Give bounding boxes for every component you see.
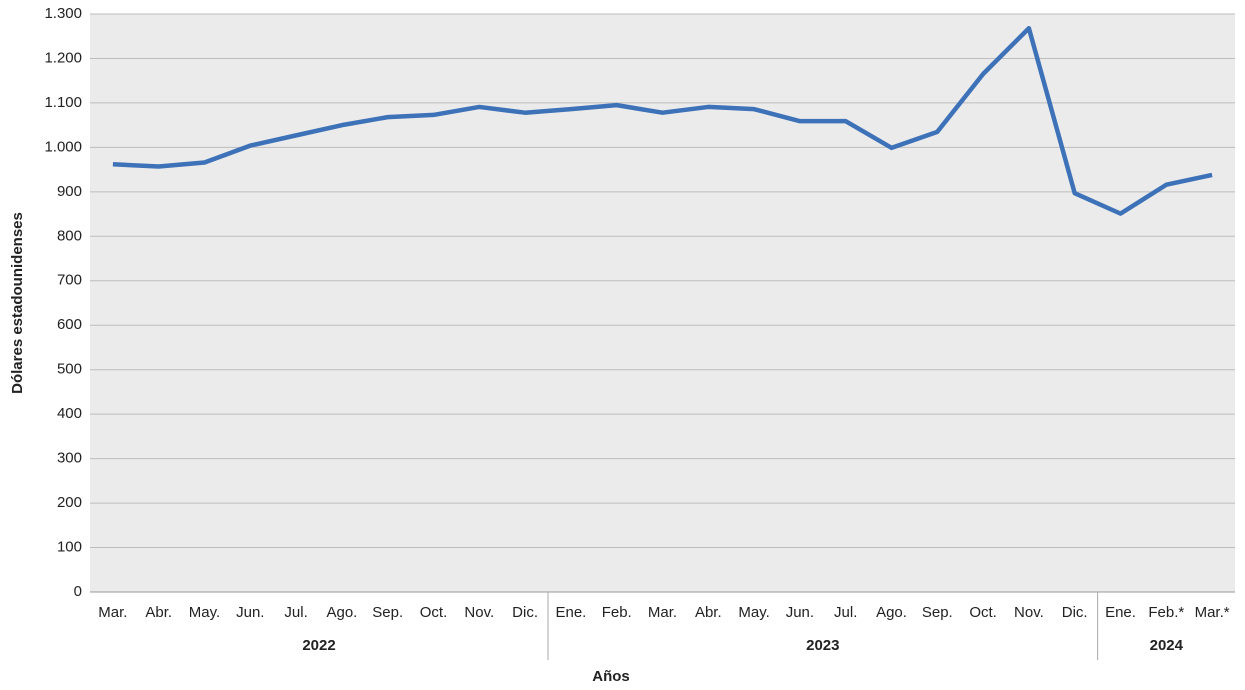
x-tick-label: Abr. xyxy=(145,604,172,621)
x-tick-label: Mar. xyxy=(648,604,677,621)
x-tick-label: May. xyxy=(189,604,220,621)
group-label: 2023 xyxy=(806,637,839,654)
x-tick-label: Sep. xyxy=(372,604,403,621)
x-tick-label: Mar.* xyxy=(1195,604,1230,621)
y-tick-label: 500 xyxy=(57,361,82,378)
x-axis-title: Años xyxy=(592,668,630,685)
y-tick-label: 1.300 xyxy=(44,5,82,22)
x-tick-label: Jul. xyxy=(284,604,307,621)
y-tick-label: 1.000 xyxy=(44,138,82,155)
y-tick-label: 1.200 xyxy=(44,49,82,66)
line-series xyxy=(112,25,1213,216)
y-axis-title: Dólares estadounidenses xyxy=(9,212,26,394)
x-tick-label: Ago. xyxy=(326,604,357,621)
y-tick-label: 600 xyxy=(57,316,82,333)
y-tick-label: 800 xyxy=(57,227,82,244)
x-tick-label: Oct. xyxy=(420,604,448,621)
x-tick-label: Dic. xyxy=(512,604,538,621)
group-label: 2024 xyxy=(1150,637,1184,654)
x-tick-label: Dic. xyxy=(1062,604,1088,621)
x-tick-label: Jun. xyxy=(786,604,814,621)
x-tick-label: Nov. xyxy=(464,604,494,621)
x-tick-label: Ene. xyxy=(555,604,586,621)
x-tick-label: Sep. xyxy=(922,604,953,621)
x-tick-label: Abr. xyxy=(695,604,722,621)
x-tick-label: Feb.* xyxy=(1148,604,1184,621)
plot-area xyxy=(90,14,1235,592)
y-tick-label: 400 xyxy=(57,405,82,422)
x-tick-label: Ene. xyxy=(1105,604,1136,621)
y-tick-label: 300 xyxy=(57,450,82,467)
x-tick-label: Mar. xyxy=(98,604,127,621)
x-tick-label: Nov. xyxy=(1014,604,1044,621)
y-tick-label: 1.100 xyxy=(44,94,82,111)
y-tick-label: 900 xyxy=(57,183,82,200)
x-tick-label: Ago. xyxy=(876,604,907,621)
x-tick-label: Feb. xyxy=(602,604,632,621)
y-tick-label: 0 xyxy=(74,583,82,600)
x-tick-label: Jun. xyxy=(236,604,264,621)
x-tick-label: Oct. xyxy=(969,604,997,621)
x-tick-label: May. xyxy=(738,604,769,621)
y-tick-label: 700 xyxy=(57,272,82,289)
y-tick-label: 200 xyxy=(57,494,82,511)
y-tick-label: 100 xyxy=(57,539,82,556)
x-tick-label: Jul. xyxy=(834,604,857,621)
group-label: 2022 xyxy=(302,637,335,654)
